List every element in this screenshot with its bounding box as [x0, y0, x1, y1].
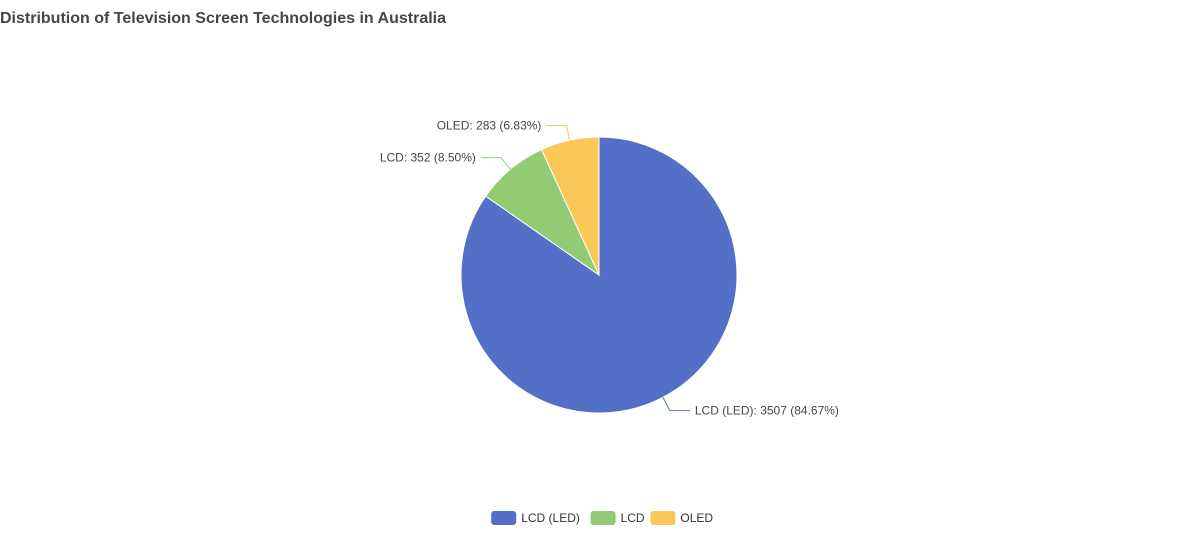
pie-slices	[460, 136, 738, 414]
pie-slice-oled[interactable]	[540, 136, 600, 276]
label-leader-lines	[480, 125, 690, 412]
slice-label-oled: OLED: 283 (6.83%)	[437, 119, 542, 133]
leader-line-lcd	[480, 157, 511, 170]
legend-item-oled[interactable]: OLED	[650, 511, 713, 525]
legend-item-lcd[interactable]: LCD	[590, 511, 645, 525]
leader-line-oled	[546, 125, 571, 141]
legend-label-oled: OLED	[680, 511, 713, 525]
legend-label-lcd: LCD	[621, 511, 645, 525]
legend-swatch-oled	[650, 511, 676, 525]
legend-swatch-lcd	[590, 511, 616, 525]
legend-item-lcd-led[interactable]: LCD (LED)	[491, 511, 580, 525]
slice-label-lcd: LCD: 352 (8.50%)	[380, 151, 476, 165]
legend-swatch-lcd-led	[491, 511, 517, 525]
slice-label-lcd-led: LCD (LED): 3507 (84.67%)	[695, 404, 839, 418]
slice-labels: LCD (LED): 3507 (84.67%) LCD: 352 (8.50%)…	[380, 119, 839, 418]
chart-title: Distribution of Television Screen Techno…	[0, 10, 446, 27]
legend: LCD (LED) LCD OLED	[491, 511, 713, 525]
legend-label-lcd-led: LCD (LED)	[521, 511, 580, 525]
leader-line-lcd-led	[662, 397, 690, 412]
